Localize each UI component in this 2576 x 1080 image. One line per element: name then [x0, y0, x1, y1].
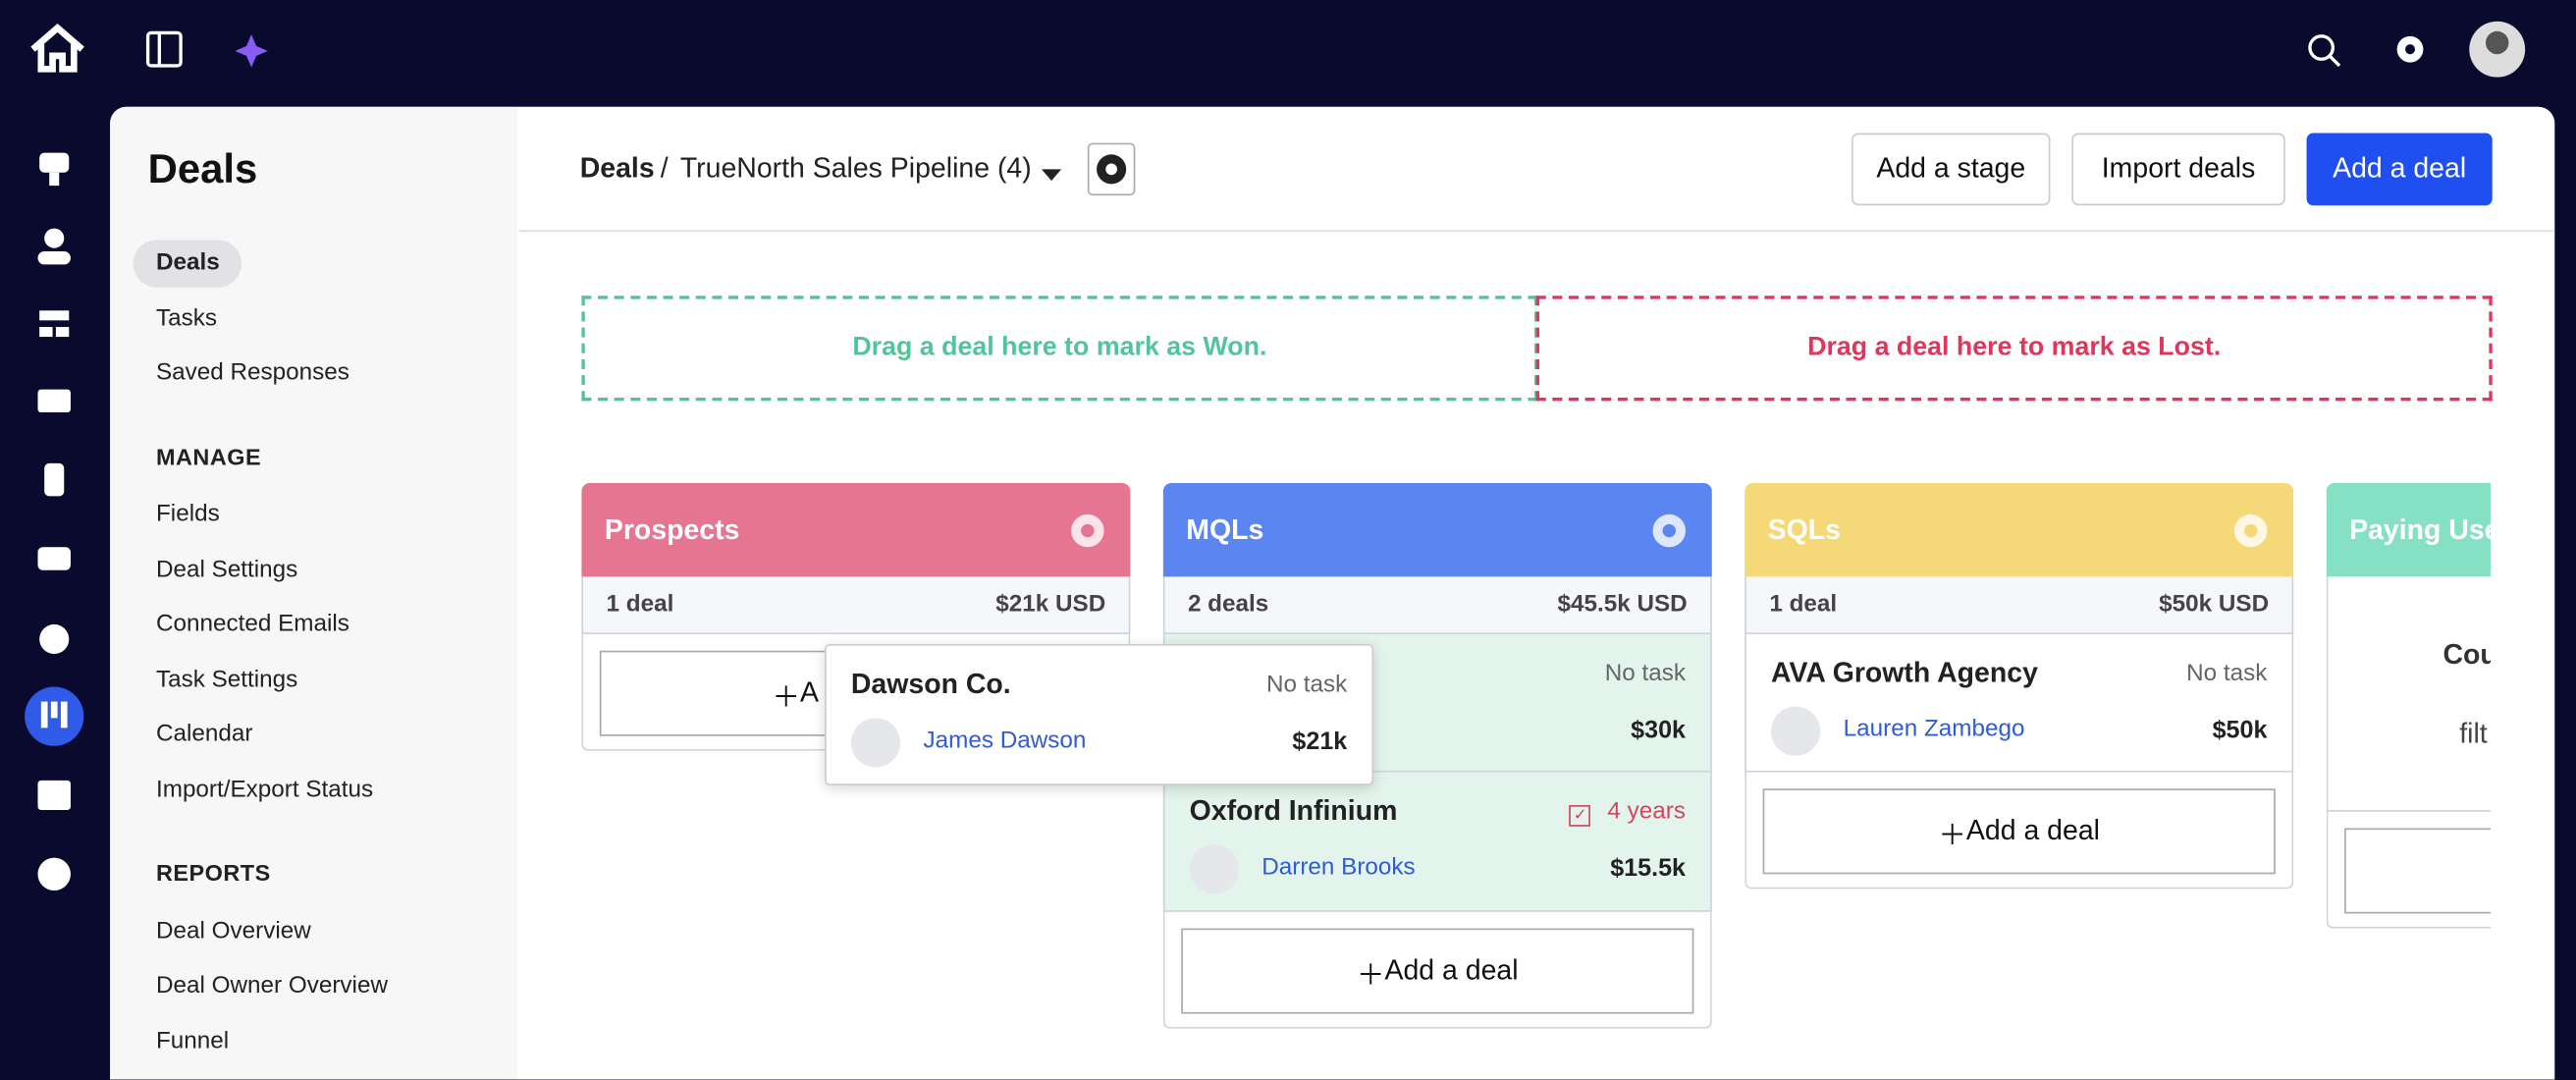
column-header: Paying Users — [2326, 483, 2492, 577]
nav-item[interactable]: Deal Owner Overview — [155, 972, 388, 999]
nav-item[interactable]: Saved Responses — [155, 359, 349, 387]
main-panel: Deals Deals Tasks Saved Responses MANAGE… — [110, 106, 2555, 1080]
nav-item[interactable]: Import/Export Status — [155, 777, 374, 804]
nav-item[interactable]: Deal Settings — [155, 557, 298, 584]
nav-item[interactable]: Deal Overview — [155, 918, 311, 945]
add-stage-button[interactable]: Add a stage — [1852, 133, 2051, 206]
add-deal[interactable]: ＋ Add a deal — [1181, 928, 1694, 1014]
dropdown-caret[interactable] — [1040, 166, 1062, 183]
nav-item[interactable]: Funnel — [155, 1028, 230, 1055]
sidebar-title: Deals — [147, 145, 258, 192]
contact[interactable]: Lauren Zambego — [1843, 716, 2025, 743]
column: SQLs 1 deal $50k USD AVA Growth Agency No… — [1744, 483, 2294, 890]
amount: $30k — [1631, 716, 1687, 745]
nav-item[interactable]: Connected Emails — [155, 611, 349, 638]
top-nav — [30, 21, 2526, 78]
amount: $21k — [1292, 728, 1348, 756]
column-name: SQLs — [1767, 513, 1841, 545]
add-deal-button[interactable]: Add a deal — [2306, 133, 2493, 206]
active-pill — [133, 240, 242, 288]
sidebar: Deals Deals Tasks Saved Responses MANAGE… — [110, 106, 518, 1080]
deal-total: $21k USD — [995, 591, 1106, 619]
nav-item[interactable]: Fields — [155, 501, 220, 528]
column-header: MQLs — [1162, 483, 1712, 577]
empty-text: Cou — [2442, 638, 2491, 671]
lost-zone: Drag a deal here to mark as Lost. — [1535, 296, 2493, 402]
breadcrumb-separator: / — [660, 152, 669, 185]
nav-item[interactable]: Tasks — [155, 305, 218, 333]
won-zone: Drag a deal here to mark as Won. — [581, 296, 1538, 402]
header-divider — [518, 230, 2555, 232]
add-wrap — [2326, 811, 2492, 929]
import-button[interactable]: Import deals — [2071, 133, 2285, 206]
column-name: Paying Users — [2349, 513, 2491, 545]
nav-item[interactable]: Deals — [155, 249, 220, 277]
column: Prospects 1 deal $21k USD ＋ A — [581, 483, 1131, 751]
column-summary: 1 deal $50k USD — [1744, 576, 2294, 634]
company: Oxford Infinium — [1189, 794, 1398, 827]
deal-total: $50k USD — [2159, 591, 2270, 619]
task: No task — [2186, 660, 2268, 687]
nav-item[interactable]: Task Settings — [155, 667, 298, 694]
column-clip: Paying Users Cou filt — [2326, 483, 2492, 944]
avatar — [1771, 706, 1821, 756]
add-deal[interactable] — [2344, 828, 2492, 914]
task: ✓ 4 years — [1569, 798, 1686, 827]
deal-total: $45.5k USD — [1557, 591, 1688, 619]
deal-card[interactable]: AVA Growth Agency No task Lauren Zambego… — [1744, 633, 2294, 773]
company: Dawson Co. — [850, 669, 1011, 700]
amount: $15.5k — [1610, 854, 1687, 883]
empty-text: filt — [2459, 718, 2488, 750]
column-name: MQLs — [1186, 513, 1264, 545]
company: AVA Growth Agency — [1771, 657, 2038, 689]
avatar — [850, 718, 901, 768]
contact[interactable]: James Dawson — [923, 728, 1087, 755]
deal-count: 2 deals — [1187, 591, 1269, 619]
column: Paying Users Cou filt — [2326, 483, 2492, 929]
contact[interactable]: Darren Brooks — [1261, 854, 1416, 881]
deal-count: 1 deal — [606, 591, 674, 619]
left-rail — [25, 152, 84, 891]
section-heading: REPORTS — [155, 859, 271, 887]
column-name: Prospects — [604, 513, 740, 545]
section-heading: MANAGE — [155, 443, 262, 470]
add-wrap: ＋ Add a deal — [1744, 772, 2294, 890]
add-deal[interactable]: ＋ Add a deal — [1762, 788, 2276, 875]
deal-card[interactable]: Oxford Infinium ✓ 4 years Darren Brooks $… — [1162, 772, 1712, 912]
task: No task — [1604, 660, 1687, 687]
column-header: SQLs — [1744, 483, 2294, 577]
avatar — [1189, 844, 1239, 894]
column-summary: 1 deal $21k USD — [581, 576, 1131, 634]
nav-item[interactable]: Calendar — [155, 721, 253, 748]
column-summary: 2 deals $45.5k USD — [1162, 576, 1712, 634]
deal-count: 1 deal — [1769, 591, 1838, 619]
pipeline-name[interactable]: TrueNorth Sales Pipeline (4) — [679, 152, 1032, 185]
amount: $50k — [2212, 716, 2268, 745]
empty-state: Cou filt — [2326, 576, 2492, 812]
column-header: Prospects — [581, 483, 1131, 577]
breadcrumb-root[interactable]: Deals — [579, 152, 655, 185]
task: No task — [1265, 672, 1348, 699]
dragging-card[interactable]: Dawson Co. No task James Dawson $21k — [825, 644, 1374, 785]
add-wrap: ＋ Add a deal — [1162, 911, 1712, 1029]
pipeline-settings[interactable] — [1087, 142, 1136, 196]
